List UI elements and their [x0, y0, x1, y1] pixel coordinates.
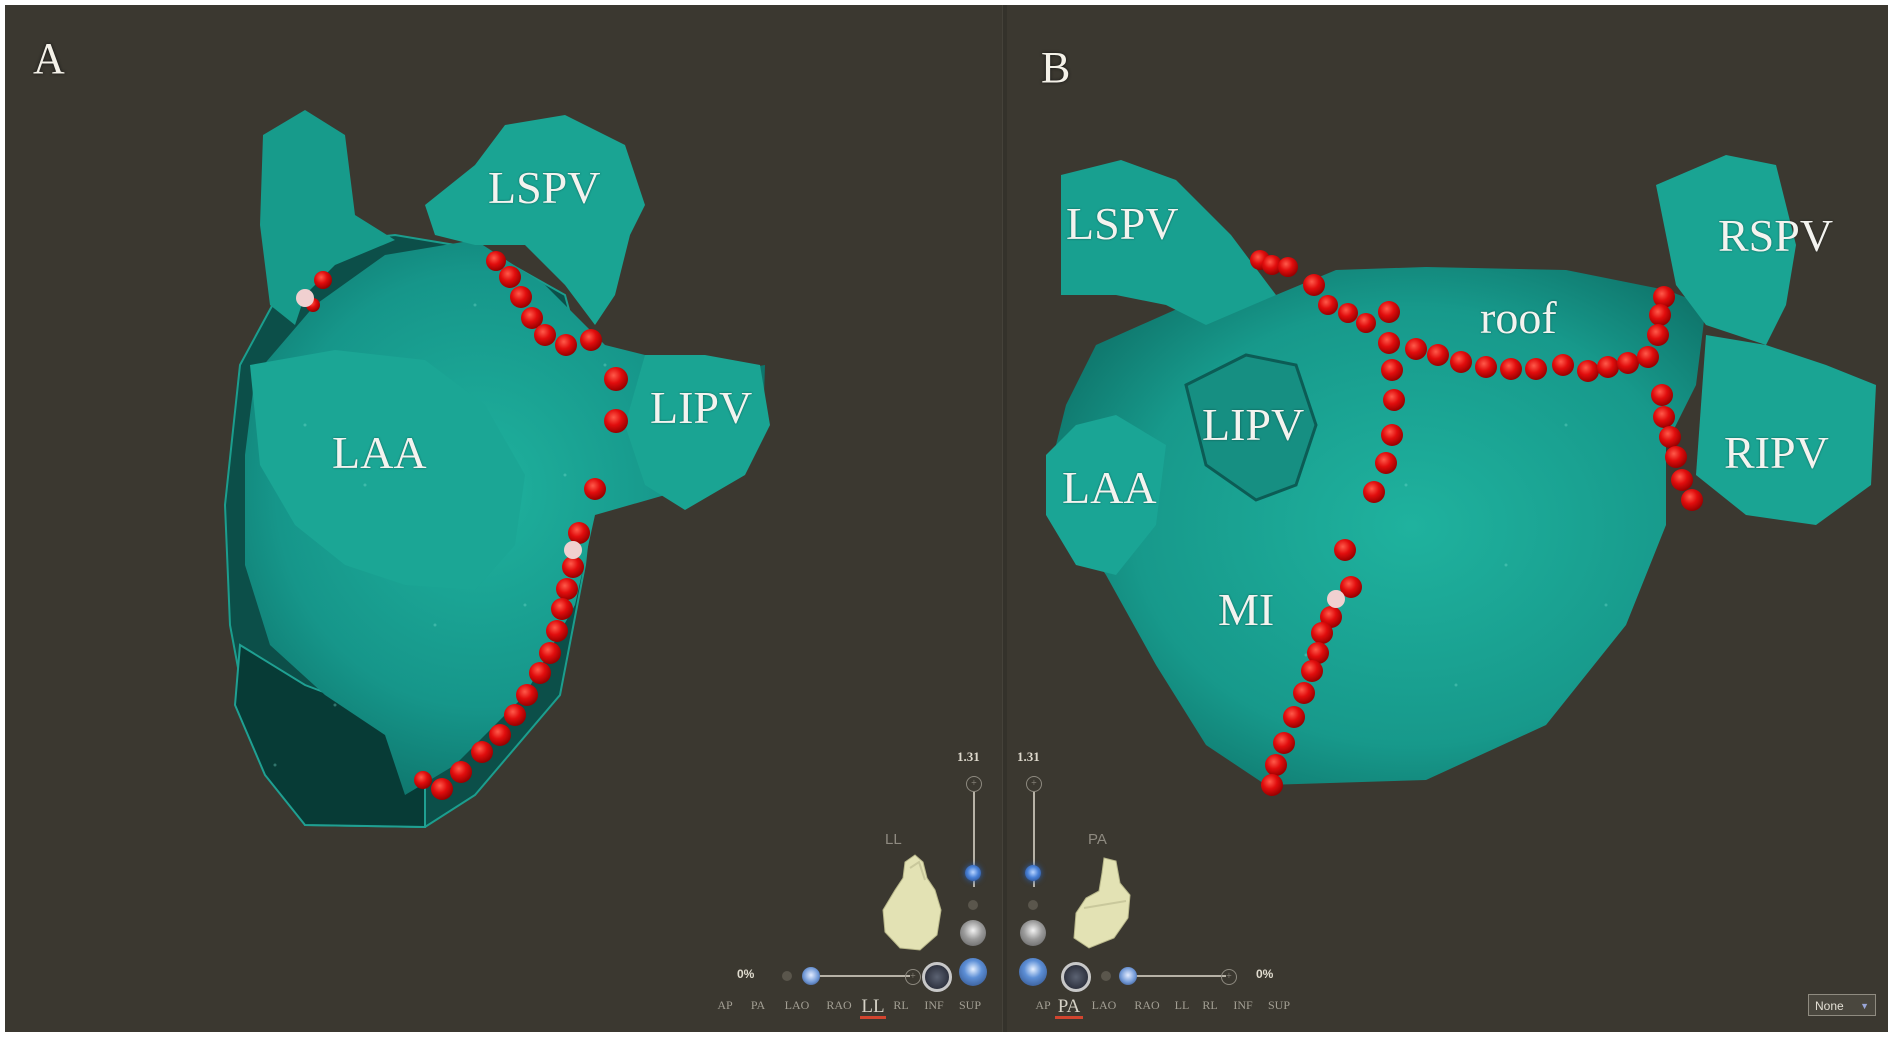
- reset-view-button[interactable]: [960, 920, 986, 946]
- lesion-highlight-marker: [564, 541, 582, 559]
- view-rao[interactable]: RAO: [1134, 998, 1160, 1012]
- zoom-out-button[interactable]: [968, 900, 978, 910]
- panel-b-letter: B: [1041, 43, 1071, 92]
- opacity-value: 0%: [1256, 967, 1274, 981]
- opacity-min-icon[interactable]: [1101, 971, 1111, 981]
- view-ll[interactable]: LL: [1174, 998, 1190, 1012]
- ablation-lesion-lines-b: [1250, 250, 1703, 796]
- view-rl[interactable]: RL: [1202, 998, 1218, 1012]
- heart-orientation-icon[interactable]: [875, 850, 955, 960]
- label-lipv: LIPV: [650, 382, 753, 433]
- zoom-in-button[interactable]: +: [966, 776, 982, 792]
- opacity-slider-handle[interactable]: [802, 967, 820, 985]
- zoom-slider-track[interactable]: [1033, 792, 1035, 887]
- zoom-slider-handle[interactable]: [1025, 865, 1041, 881]
- overlay-dropdown[interactable]: None ▼: [1808, 994, 1876, 1016]
- label-lspv: LSPV: [488, 162, 601, 213]
- view-pa[interactable]: PA: [750, 998, 766, 1012]
- zoom-slider-track[interactable]: [973, 792, 975, 887]
- opacity-slider-track[interactable]: [810, 975, 910, 977]
- view-mode-button[interactable]: [959, 958, 987, 986]
- surface-speckle: [273, 303, 607, 767]
- overlay-dropdown-value: None: [1815, 999, 1844, 1013]
- zoom-value: 1.31: [1017, 749, 1040, 764]
- view-ap[interactable]: AP: [1035, 998, 1051, 1012]
- label-lipv: LIPV: [1202, 399, 1305, 450]
- opacity-slider-handle[interactable]: [1119, 967, 1137, 985]
- view-mode-button[interactable]: [1019, 958, 1047, 986]
- opacity-slider-track[interactable]: [1126, 975, 1226, 977]
- opacity-max-button[interactable]: +: [1221, 969, 1237, 985]
- chevron-down-icon: ▼: [1860, 1001, 1869, 1011]
- zoom-slider-handle[interactable]: [965, 865, 981, 881]
- left-atrium-model-ll-view: [223, 110, 770, 829]
- label-roof: roof: [1480, 292, 1557, 343]
- view-sup[interactable]: SUP: [1267, 998, 1290, 1012]
- label-rspv: RSPV: [1718, 210, 1834, 261]
- zoom-in-button[interactable]: +: [1026, 776, 1042, 792]
- opacity-value: 0%: [737, 967, 755, 981]
- view-inf[interactable]: INF: [924, 998, 944, 1012]
- projection-toggle[interactable]: [1061, 962, 1091, 992]
- zoom-out-button[interactable]: [1028, 900, 1038, 910]
- lesion-highlight-marker: [1327, 590, 1345, 608]
- panel-b-viewport[interactable]: B LSPV RSPV roof LIPV RIPV LAA MI 1.31 +…: [1006, 5, 1888, 1032]
- label-ripv: RIPV: [1724, 427, 1829, 478]
- zoom-value: 1.31: [957, 749, 980, 764]
- view-sup[interactable]: SUP: [958, 998, 981, 1012]
- viewer-frame: A LSPV LIPV LAA 1.31 + LL 0% + AP PA LAO…: [5, 5, 1888, 1032]
- label-laa: LAA: [332, 427, 427, 478]
- view-ll-active[interactable]: LL: [860, 996, 886, 1019]
- label-laa: LAA: [1062, 462, 1157, 513]
- panel-divider[interactable]: [1002, 5, 1007, 1032]
- orientation-label: LL: [885, 831, 902, 848]
- view-ap[interactable]: AP: [717, 998, 733, 1012]
- opacity-max-button[interactable]: +: [905, 969, 921, 985]
- surface-speckle: [1304, 423, 1608, 687]
- left-atrium-model-pa-view: [1046, 155, 1876, 796]
- reset-view-button[interactable]: [1020, 920, 1046, 946]
- panel-a-letter: A: [33, 34, 65, 83]
- view-rao[interactable]: RAO: [826, 998, 852, 1012]
- view-pa-active[interactable]: PA: [1055, 997, 1083, 1019]
- label-mi: MI: [1218, 584, 1275, 635]
- label-lspv: LSPV: [1066, 198, 1179, 249]
- projection-toggle[interactable]: [922, 962, 952, 992]
- view-presets-right: AP PA LAO RAO LL RL INF SUP: [1031, 997, 1297, 1019]
- heart-orientation-icon[interactable]: [1064, 853, 1144, 958]
- panel-a-viewport[interactable]: A LSPV LIPV LAA 1.31 + LL 0% + AP PA LAO…: [5, 5, 1002, 1032]
- view-inf[interactable]: INF: [1233, 998, 1253, 1012]
- ablation-lesion-line-a: [306, 251, 628, 800]
- view-lao[interactable]: LAO: [1091, 998, 1117, 1012]
- view-lao[interactable]: LAO: [784, 998, 810, 1012]
- orientation-label: PA: [1088, 831, 1107, 848]
- view-presets-left: AP PA LAO RAO LL RL INF SUP: [710, 996, 988, 1019]
- lesion-highlight-marker: [296, 289, 314, 307]
- view-rl[interactable]: RL: [893, 998, 909, 1012]
- opacity-min-icon[interactable]: [782, 971, 792, 981]
